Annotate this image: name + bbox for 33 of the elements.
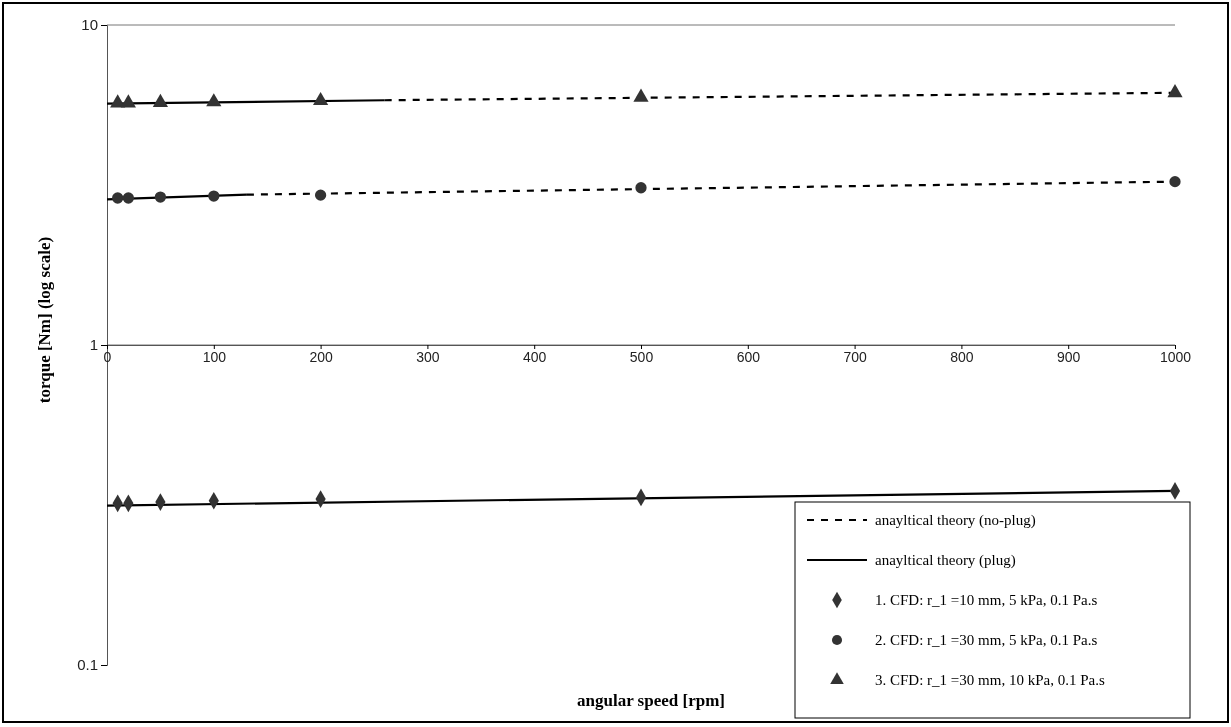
point <box>120 94 136 108</box>
x-tick-label: 200 <box>309 348 333 365</box>
x-axis-title: angular speed [rpm] <box>577 691 725 710</box>
point <box>1167 84 1183 98</box>
legend-label: anayltical theory (plug) <box>875 552 1016 569</box>
x-tick-label: 100 <box>202 348 227 365</box>
point <box>206 93 222 107</box>
point <box>1169 175 1181 188</box>
point <box>154 191 167 203</box>
y-tick-label: 10 <box>81 16 98 34</box>
point <box>314 189 327 201</box>
point <box>112 192 124 204</box>
point <box>122 192 134 204</box>
legend-label: 3. CFD: r_1 =30 mm, 10 kPa, 0.1 Pa.s <box>875 672 1105 688</box>
legend-label: 1. CFD: r_1 =10 mm, 5 kPa, 0.1 Pa.s <box>875 592 1098 608</box>
point <box>633 88 649 102</box>
x-tick-label: 800 <box>950 348 974 365</box>
legend-label: anayltical theory (no-plug) <box>875 512 1036 529</box>
x-tick-label: 400 <box>523 348 547 365</box>
y-tick-label: 1 <box>89 336 98 354</box>
x-tick-label: 500 <box>629 348 654 365</box>
y-tick-label: 0.1 <box>77 656 98 674</box>
x-tick-label: 1000 <box>1159 348 1192 365</box>
x-tick-label: 900 <box>1057 348 1081 365</box>
point <box>313 91 329 106</box>
y-axis-title: torque [Nm] (log scale) <box>35 236 54 404</box>
legend-label: 2. CFD: r_1 =30 mm, 5 kPa, 0.1 Pa.s <box>875 632 1098 648</box>
point <box>208 190 220 202</box>
point <box>152 93 168 108</box>
x-tick-label: 300 <box>416 348 440 365</box>
x-tick-label: 600 <box>736 348 761 365</box>
x-tick-label: 700 <box>843 348 867 365</box>
point <box>635 182 647 194</box>
